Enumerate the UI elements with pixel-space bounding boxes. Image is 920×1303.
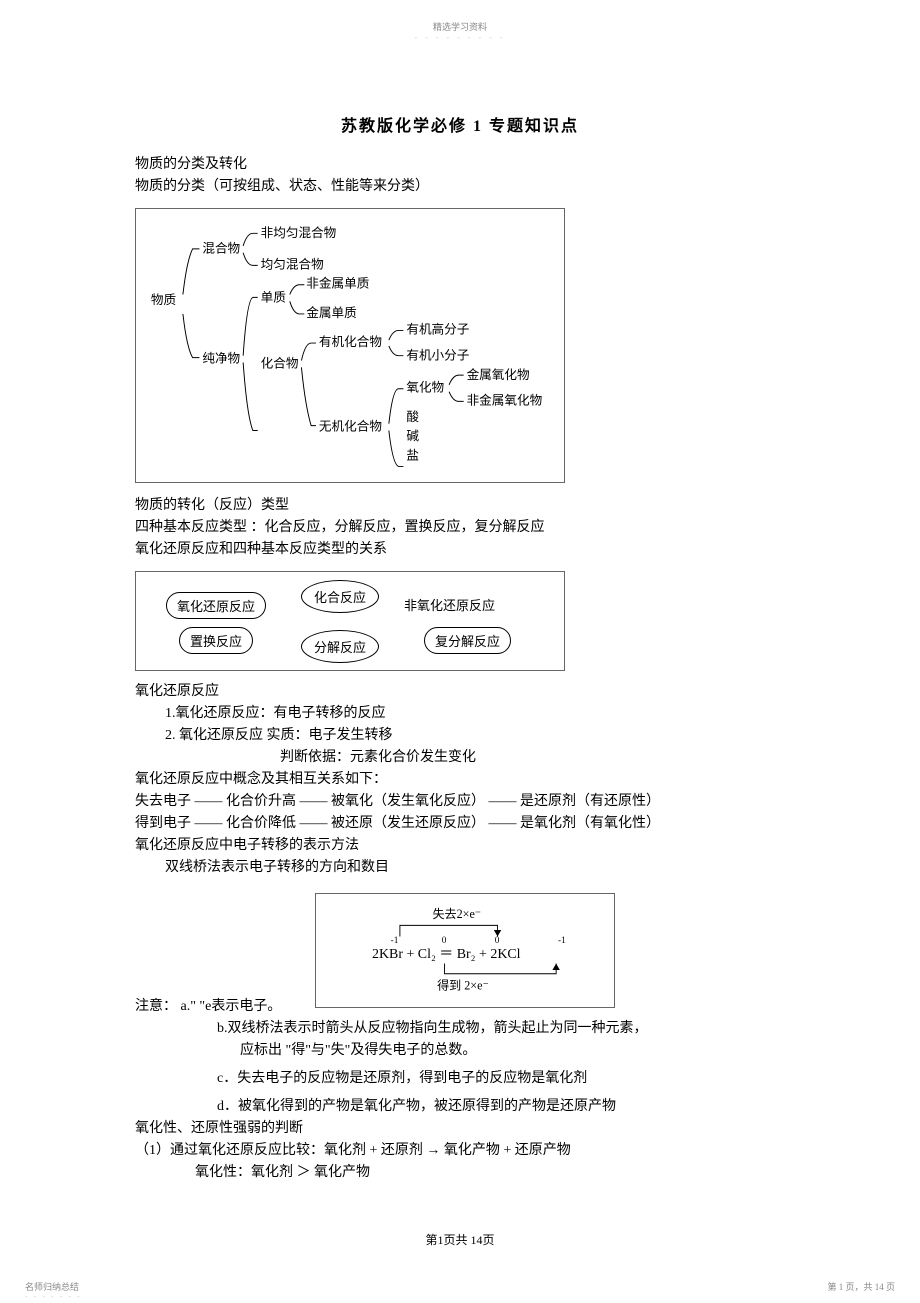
- s1-l2: 物质的分类（可按组成、状态、性能等来分类）: [135, 176, 785, 198]
- tree-salt: 盐: [406, 449, 419, 463]
- tree-oxide: 氧化物: [406, 381, 444, 395]
- s3-l1: 氧化还原反应: [135, 681, 785, 703]
- content: 苏教版化学必修 1 专题知识点 物质的分类及转化 物质的分类（可按组成、状态、性…: [0, 112, 920, 1184]
- d3-ox2: 0: [442, 936, 447, 946]
- s4-l7: 氧化性：氧化剂 ＞ 氧化产物: [135, 1162, 785, 1184]
- s2-l3: 氧化还原反应和四种基本反应类型的关系: [135, 539, 785, 561]
- tree-organic2: 有机小分子: [406, 349, 469, 363]
- tree-simple2: 金属单质: [306, 305, 356, 320]
- d3-lose: 失去2×e⁻: [432, 906, 481, 921]
- tree-more: ...: [406, 463, 415, 472]
- tree-mix: 混合物: [202, 242, 240, 256]
- s1-l1: 物质的分类及转化: [135, 154, 785, 176]
- s4-l5: 氧化性、还原性强弱的判断: [135, 1118, 785, 1140]
- tree-mix1: 非均匀混合物: [261, 226, 337, 240]
- s3-l8: 氧化还原反应中电子转移的表示方法: [135, 835, 785, 857]
- footer-dots: - - - - - - -: [25, 1292, 82, 1301]
- page-title: 苏教版化学必修 1 专题知识点: [135, 112, 785, 136]
- tree-acid: 酸: [406, 410, 419, 424]
- s3-l9: 双线桥法表示电子转移的方向和数目: [135, 857, 785, 879]
- reaction-types-diagram: 氧化还原反应 置换反应 化合反应 分解反应 非氧化还原反应 复分解反应: [135, 571, 565, 671]
- tree-inorganic: 无机化合物: [319, 420, 382, 434]
- s3-l5: 氧化还原反应中概念及其相互关系如下：: [135, 769, 785, 791]
- tree-organic1: 有机高分子: [406, 321, 469, 336]
- d2-nonredox: 非氧化还原反应: [394, 592, 505, 617]
- footer-page: 第1页共 14页: [0, 1231, 920, 1248]
- d3-gain: 得到 2×e⁻: [437, 978, 489, 993]
- s4-b2: 应标出 "得"与"失"及得失电子的总数。: [135, 1040, 785, 1062]
- tree-root: 物质: [151, 293, 176, 307]
- s2-l1: 物质的转化（反应）类型: [135, 495, 785, 517]
- tree-compound: 化合物: [261, 356, 299, 370]
- s3-l6: 失去电子 —— 化合价升高 —— 被氧化（发生氧化反应） —— 是还原剂（有还原…: [135, 791, 785, 813]
- d2-metathesis: 复分解反应: [424, 627, 511, 654]
- tree-organic: 有机化合物: [319, 335, 382, 349]
- d2-combination: 化合反应: [301, 580, 379, 613]
- s3-l7: 得到电子 —— 化合价降低 —— 被还原（发生还原反应） —— 是氧化剂（有氧化…: [135, 813, 785, 835]
- s4-d: d．被氧化得到的产物是氧化产物，被还原得到的产物是还原产物: [135, 1096, 785, 1118]
- header-label: 精选学习资料: [0, 0, 920, 33]
- s3-l2: 1.氧化还原反应：有电子转移的反应: [135, 703, 785, 725]
- s3-l3: 2. 氧化还原反应 实质：电子发生转移: [135, 725, 785, 747]
- s4-note-a: 注意： a." "e表示电子。: [135, 999, 281, 1014]
- s3-l4: 判断依据：元素化合价发生变化: [135, 747, 785, 769]
- d3-eq: 2KBr + Cl₂ ＝ Br₂ + 2KCl: [372, 947, 521, 962]
- tree-oxide1: 金属氧化物: [467, 367, 530, 382]
- d3-ox1: -1: [390, 936, 398, 946]
- electron-bridge-diagram: 失去2×e⁻ -1 0 0 -1 2KBr + Cl₂ ＝ Br₂ + 2KCl…: [315, 893, 615, 1008]
- d2-redox: 氧化还原反应: [166, 592, 266, 619]
- s4-b: b.双线桥法表示时箭头从反应物指向生成物，箭头起止为同一种元素，: [135, 1018, 785, 1040]
- tree-base: 碱: [406, 429, 419, 443]
- s2-l2: 四种基本反应类型 ：化合反应，分解反应，置换反应，复分解反应: [135, 517, 785, 539]
- d2-decomposition: 分解反应: [301, 630, 379, 663]
- classification-tree-diagram: 物质 混合物 非均匀混合物 均匀混合物 纯净物 单质 非金属单质 金属单质 化合…: [135, 208, 565, 483]
- tree-simple: 单质: [261, 290, 286, 304]
- d3-ox4: -1: [558, 936, 566, 946]
- d3-ox3: 0: [495, 936, 500, 946]
- d2-displacement: 置换反应: [179, 627, 253, 654]
- tree-pure: 纯净物: [202, 352, 240, 366]
- tree-simple1: 非金属单质: [306, 276, 369, 291]
- tree-oxide2: 非金属氧化物: [467, 392, 543, 407]
- footer-right: 第 1 页，共 14 页: [827, 1280, 895, 1293]
- tree-mix2: 均匀混合物: [261, 257, 324, 271]
- s4-l6: （1）通过氧化还原反应比较：氧化剂 + 还原剂 → 氧化产物 + 还原产物: [135, 1140, 785, 1162]
- s4-c: c．失去电子的反应物是还原剂，得到电子的反应物是氧化剂: [135, 1068, 785, 1090]
- header-dots: - - - - - - - - -: [0, 33, 920, 42]
